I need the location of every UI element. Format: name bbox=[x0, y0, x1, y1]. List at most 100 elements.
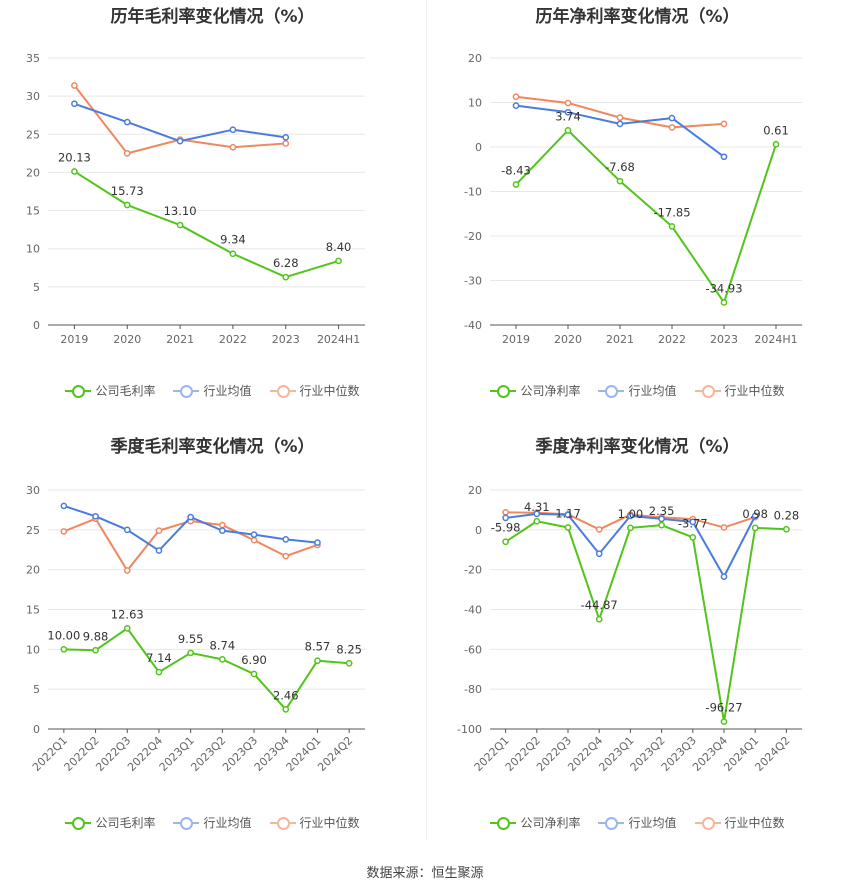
data-label: 12.63 bbox=[111, 607, 144, 621]
data-point bbox=[720, 573, 728, 580]
x-tick-label: 2024Q2 bbox=[315, 734, 355, 774]
legend-avg[interactable]: 行业均值 bbox=[173, 814, 252, 831]
data-point bbox=[783, 525, 790, 533]
legend-company[interactable]: 公司毛利率 bbox=[65, 382, 155, 399]
y-tick-label: 25 bbox=[26, 524, 40, 537]
data-point bbox=[668, 114, 676, 122]
data-point bbox=[616, 177, 624, 185]
x-tick-label: 2024H1 bbox=[754, 333, 797, 346]
data-point bbox=[751, 512, 759, 520]
data-point bbox=[155, 527, 163, 534]
data-source-note: 数据来源：恒生聚源 bbox=[366, 866, 484, 881]
legend-label: 公司毛利率 bbox=[95, 384, 156, 398]
legend-marker-icon bbox=[65, 816, 92, 830]
chart-annual-gross-margin: 历年毛利率变化情况（%） 0 5 10 15 20 25 30 35 2019 2020 2021 2… bbox=[0, 0, 425, 430]
data-point bbox=[92, 646, 99, 654]
y-tick-label: -30 bbox=[464, 275, 482, 288]
y-tick-label: -80 bbox=[464, 683, 482, 696]
y-tick-label: 15 bbox=[26, 205, 40, 218]
data-point bbox=[187, 513, 194, 521]
data-label: 2.46 bbox=[273, 688, 299, 702]
data-point bbox=[564, 108, 572, 116]
legend-label: 行业中位数 bbox=[299, 816, 360, 830]
data-point bbox=[595, 550, 603, 558]
y-tick-label: 20 bbox=[26, 166, 40, 179]
data-label: -7.68 bbox=[605, 160, 635, 174]
data-point bbox=[123, 201, 131, 209]
data-point bbox=[616, 114, 624, 121]
legend-median[interactable]: 行业中位数 bbox=[694, 382, 785, 399]
legend-median[interactable]: 行业中位数 bbox=[269, 814, 360, 831]
data-point bbox=[533, 510, 541, 518]
legend-median[interactable]: 行业中位数 bbox=[269, 382, 360, 399]
data-point bbox=[123, 567, 131, 574]
legend-marker-icon bbox=[598, 384, 625, 398]
y-tick-label: 30 bbox=[26, 90, 40, 103]
data-point bbox=[71, 100, 78, 108]
legend-company[interactable]: 公司毛利率 bbox=[65, 814, 155, 831]
data-point bbox=[689, 518, 697, 526]
data-point bbox=[229, 126, 237, 134]
legend-avg[interactable]: 行业均值 bbox=[598, 814, 677, 831]
legend-median[interactable]: 行业中位数 bbox=[694, 814, 785, 831]
data-label: 3.74 bbox=[555, 109, 581, 123]
data-point bbox=[250, 536, 258, 544]
data-point bbox=[314, 539, 321, 546]
y-tick-label: 30 bbox=[26, 484, 40, 497]
series-line bbox=[73, 170, 339, 279]
data-point bbox=[123, 118, 131, 126]
legend-avg[interactable]: 行业均值 bbox=[173, 382, 252, 399]
data-label: 6.28 bbox=[273, 256, 299, 270]
data-point bbox=[250, 531, 258, 538]
data-point bbox=[751, 524, 759, 532]
data-point bbox=[250, 670, 258, 678]
y-tick-label: 10 bbox=[26, 243, 40, 256]
series-line bbox=[505, 520, 787, 723]
chart-legend: 公司净利率 行业均值 行业中位数 bbox=[425, 382, 850, 399]
data-point bbox=[720, 120, 728, 128]
data-point bbox=[502, 514, 509, 522]
data-point bbox=[282, 536, 290, 543]
data-label: 4.31 bbox=[524, 500, 550, 514]
data-label: 9.55 bbox=[178, 632, 204, 646]
data-label: 7.14 bbox=[146, 651, 172, 665]
data-point bbox=[282, 140, 290, 147]
y-tick-label: 10 bbox=[26, 643, 40, 656]
legend-label: 行业中位数 bbox=[724, 816, 785, 830]
data-point bbox=[282, 706, 290, 713]
chart-quarterly-gross-margin: 季度毛利率变化情况（%） 0 5 10 15 20 25 30 2022Q1 2022Q2 202… bbox=[0, 430, 425, 860]
legend-avg[interactable]: 行业均值 bbox=[598, 382, 677, 399]
x-tick-label: 2019 bbox=[502, 333, 530, 346]
y-tick-label: 35 bbox=[26, 52, 40, 65]
chart-legend: 公司毛利率 行业均值 行业中位数 bbox=[0, 382, 425, 399]
data-point bbox=[502, 508, 509, 516]
y-tick-label: -20 bbox=[464, 230, 482, 243]
data-label: 0.61 bbox=[763, 123, 789, 137]
data-point bbox=[616, 120, 624, 128]
x-tick-label: 2024Q2 bbox=[752, 734, 792, 774]
y-tick-label: 20 bbox=[468, 52, 482, 65]
data-label: 8.25 bbox=[336, 642, 362, 656]
data-label: 2.35 bbox=[649, 504, 675, 518]
x-tick-label: 2020 bbox=[554, 333, 582, 346]
data-point bbox=[60, 645, 68, 653]
data-point bbox=[689, 533, 697, 541]
data-label: 20.13 bbox=[58, 150, 91, 164]
y-tick-label: 5 bbox=[33, 281, 40, 294]
legend-label: 公司净利率 bbox=[520, 384, 581, 398]
y-tick-label: 0 bbox=[475, 141, 482, 154]
chart-title: 季度净利率变化情况（%） bbox=[535, 437, 740, 457]
data-label: 8.74 bbox=[210, 638, 236, 652]
data-point bbox=[229, 143, 237, 151]
data-point bbox=[564, 127, 572, 134]
data-point bbox=[595, 526, 603, 533]
legend-company[interactable]: 公司净利率 bbox=[490, 814, 580, 831]
legend-company[interactable]: 公司净利率 bbox=[490, 382, 580, 399]
data-point bbox=[123, 150, 131, 157]
x-tick-label: 2021 bbox=[166, 333, 194, 346]
y-tick-label: 20 bbox=[468, 484, 482, 497]
legend-marker-icon bbox=[269, 384, 296, 398]
data-label: -34.93 bbox=[705, 281, 742, 295]
data-point bbox=[60, 528, 68, 535]
data-point bbox=[512, 102, 520, 109]
